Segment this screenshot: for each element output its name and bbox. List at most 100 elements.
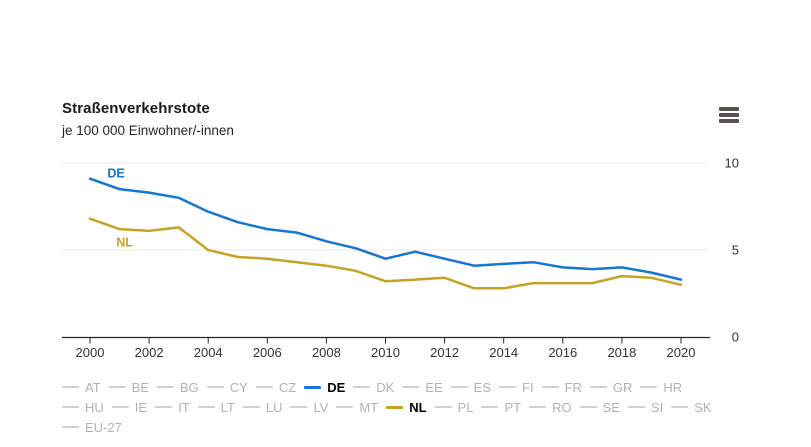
legend-dash-icon [671, 405, 689, 409]
legend-item-ee[interactable]: EE [402, 379, 443, 395]
legend-item-label: EU-27 [85, 419, 122, 435]
x-axis-tick-label: 2006 [253, 345, 282, 360]
legend-item-label: PL [457, 399, 474, 415]
legend-item-label: SE [602, 399, 620, 415]
legend-item-cy[interactable]: CY [206, 379, 248, 395]
x-axis-tick-label: 2018 [607, 345, 636, 360]
legend-dash-icon [541, 385, 559, 389]
legend-item-label: ES [473, 379, 492, 395]
legend-item-es[interactable]: ES [450, 379, 492, 395]
legend-item-lt[interactable]: LT [197, 399, 235, 415]
legend-dash-icon [155, 405, 173, 409]
legend-item-label: SI [650, 399, 664, 415]
hamburger-menu-icon[interactable] [719, 107, 739, 123]
legend-item-label: LV [313, 399, 329, 415]
legend-dash-icon [304, 385, 322, 389]
legend-item-at[interactable]: AT [62, 380, 101, 395]
hamburger-bar [719, 107, 739, 111]
legend-dash-icon [62, 385, 79, 389]
legend-item-label: HU [85, 399, 104, 415]
hamburger-bar [719, 119, 739, 123]
legend-item-label: PT [504, 399, 522, 415]
legend-item-si[interactable]: SI [627, 399, 664, 415]
legend-item-label: AT [85, 379, 101, 395]
legend-item-sk[interactable]: SK [671, 399, 712, 415]
legend-item-label: HR [663, 379, 683, 395]
legend-item-ro[interactable]: RO [529, 400, 572, 415]
legend-dash-icon [108, 385, 126, 389]
x-axis-tick-label: 2000 [76, 345, 105, 360]
legend-dash-icon [499, 385, 517, 389]
legend-item-label: BE [131, 379, 149, 395]
legend-item-pl[interactable]: PL [434, 399, 474, 415]
legend-row: EU-27 [62, 417, 762, 437]
legend-item-label: NL [409, 399, 427, 415]
legend-dash-icon [111, 405, 129, 409]
y-axis-tick-label: 0 [732, 330, 739, 345]
legend-item-gr[interactable]: GR [589, 379, 633, 395]
legend-item-label: LU [265, 399, 283, 415]
legend-item-mt[interactable]: MT [336, 400, 378, 415]
legend-item-fi[interactable]: FI [499, 380, 534, 395]
legend-item-pt[interactable]: PT [481, 400, 521, 415]
legend-dash-icon [589, 385, 607, 389]
legend-item-label: DK [376, 379, 395, 395]
x-axis-tick-label: 2016 [548, 345, 577, 360]
legend-item-label: DE [327, 379, 346, 395]
legend-item-label: GR [612, 379, 633, 395]
series-line-de[interactable] [88, 177, 683, 281]
x-axis-tick-label: 2004 [194, 345, 223, 360]
legend-item-label: RO [552, 399, 572, 415]
legend-dash-icon [450, 385, 468, 389]
legend-dash-icon [255, 385, 273, 389]
legend-item-label: BG [180, 379, 199, 395]
legend-item-bg[interactable]: BG [157, 380, 199, 395]
legend-dash-icon [529, 405, 547, 409]
chart-subtitle: je 100 000 Einwohner/-innen [62, 123, 234, 138]
legend-dash-icon [62, 425, 79, 429]
legend-item-label: FR [564, 379, 582, 395]
legend-dash-icon [386, 405, 404, 409]
legend-item-be[interactable]: BE [108, 379, 149, 395]
legend-item-label: IT [178, 399, 190, 415]
legend-dash-icon [353, 385, 371, 389]
legend-dash-icon [206, 385, 224, 389]
legend-item-de[interactable]: DE [304, 380, 345, 395]
legend-item-label: LT [220, 399, 235, 415]
legend-item-label: SK [694, 399, 712, 415]
legend-item-eu-27[interactable]: EU-27 [62, 420, 122, 435]
legend-item-label: CZ [278, 379, 297, 395]
x-axis-tick-label: 2012 [430, 345, 459, 360]
series-label-de: DE [107, 166, 124, 180]
legend-dash-icon [402, 385, 420, 389]
legend-item-label: IE [134, 399, 148, 415]
legend-dash-icon [627, 405, 645, 409]
legend-item-dk[interactable]: DK [353, 380, 394, 395]
legend-item-cz[interactable]: CZ [255, 379, 297, 395]
x-axis-tick-label: 2014 [489, 345, 518, 360]
legend: AT BE BG CY CZ DE DK EE ES FI FR GR HR HU IE IT LT LU LV MT… [62, 377, 762, 437]
x-axis-tick-label: 2008 [312, 345, 341, 360]
legend-dash-icon [290, 405, 308, 409]
legend-dash-icon [242, 405, 260, 409]
legend-item-hu[interactable]: HU [62, 400, 104, 415]
legend-item-label: CY [229, 379, 248, 395]
x-axis-tick-label: 2020 [667, 345, 696, 360]
x-axis-tick-label: 2010 [371, 345, 400, 360]
legend-item-lv[interactable]: LV [290, 400, 328, 415]
y-axis-tick-label: 10 [725, 156, 739, 171]
legend-item-label: EE [425, 379, 443, 395]
x-axis-tick-label: 2002 [135, 345, 164, 360]
legend-dash-icon [157, 385, 174, 389]
legend-item-se[interactable]: SE [579, 399, 620, 415]
legend-item-label: FI [522, 379, 534, 395]
legend-item-ie[interactable]: IE [111, 399, 148, 415]
legend-item-hr[interactable]: HR [640, 380, 682, 395]
legend-item-lu[interactable]: LU [242, 399, 283, 415]
legend-item-it[interactable]: IT [155, 400, 190, 415]
series-line-nl[interactable] [88, 217, 683, 290]
legend-row: AT BE BG CY CZ DE DK EE ES FI FR GR HR [62, 377, 762, 397]
legend-item-nl[interactable]: NL [386, 399, 427, 415]
legend-item-fr[interactable]: FR [541, 379, 582, 395]
